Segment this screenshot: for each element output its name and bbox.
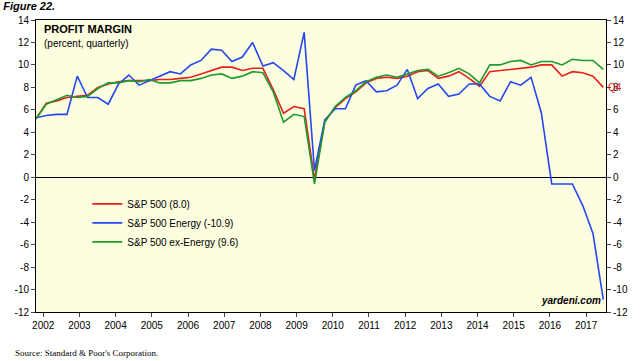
- svg-text:10: 10: [613, 59, 625, 70]
- svg-text:S&P 500 Energy (-10.9): S&P 500 Energy (-10.9): [127, 218, 233, 229]
- svg-text:-8: -8: [20, 262, 29, 273]
- svg-text:10: 10: [18, 59, 30, 70]
- svg-text:2016: 2016: [539, 320, 562, 331]
- svg-text:Q4: Q4: [608, 82, 622, 93]
- svg-text:-4: -4: [613, 217, 622, 228]
- svg-text:S&P 500 ex-Energy (9.6): S&P 500 ex-Energy (9.6): [127, 237, 238, 248]
- svg-text:8: 8: [613, 82, 619, 93]
- svg-text:-10: -10: [613, 284, 628, 295]
- svg-text:-8: -8: [613, 262, 622, 273]
- svg-text:Source: Standard & Poor's Corp: Source: Standard & Poor's Corporation.: [15, 348, 158, 358]
- svg-text:4: 4: [23, 127, 29, 138]
- svg-text:2003: 2003: [68, 320, 91, 331]
- svg-text:2002: 2002: [32, 320, 55, 331]
- svg-text:2011: 2011: [358, 320, 380, 331]
- svg-text:yardeni.com: yardeni.com: [541, 295, 601, 306]
- svg-text:2013: 2013: [430, 320, 453, 331]
- svg-text:2015: 2015: [503, 320, 526, 331]
- svg-text:2004: 2004: [104, 320, 127, 331]
- svg-text:0: 0: [23, 172, 29, 183]
- svg-text:2017: 2017: [575, 320, 598, 331]
- svg-text:(percent, quarterly): (percent, quarterly): [44, 38, 128, 49]
- svg-text:-6: -6: [20, 239, 29, 250]
- svg-text:4: 4: [613, 127, 619, 138]
- svg-text:-2: -2: [613, 194, 622, 205]
- svg-text:12: 12: [18, 37, 30, 48]
- svg-text:6: 6: [613, 104, 619, 115]
- svg-text:2007: 2007: [213, 320, 236, 331]
- svg-text:-12: -12: [15, 307, 30, 318]
- svg-text:2014: 2014: [466, 320, 489, 331]
- svg-text:2005: 2005: [141, 320, 164, 331]
- svg-text:-12: -12: [613, 307, 628, 318]
- svg-text:12: 12: [613, 37, 625, 48]
- svg-text:14: 14: [18, 15, 30, 26]
- svg-text:PROFIT MARGIN: PROFIT MARGIN: [44, 23, 132, 35]
- svg-text:14: 14: [613, 15, 625, 26]
- svg-text:-2: -2: [20, 194, 29, 205]
- svg-text:-6: -6: [613, 239, 622, 250]
- svg-text:2009: 2009: [285, 320, 308, 331]
- svg-text:Figure 22.: Figure 22.: [3, 0, 55, 12]
- svg-text:-4: -4: [20, 217, 29, 228]
- svg-text:0: 0: [613, 172, 619, 183]
- svg-text:2010: 2010: [322, 320, 345, 331]
- svg-text:2: 2: [613, 149, 619, 160]
- svg-text:S&P 500 (8.0): S&P 500 (8.0): [127, 199, 190, 210]
- svg-text:2: 2: [23, 149, 29, 160]
- svg-text:2008: 2008: [249, 320, 272, 331]
- svg-text:-10: -10: [15, 284, 30, 295]
- svg-text:6: 6: [23, 104, 29, 115]
- svg-text:2006: 2006: [177, 320, 200, 331]
- svg-text:2012: 2012: [394, 320, 417, 331]
- svg-text:8: 8: [23, 82, 29, 93]
